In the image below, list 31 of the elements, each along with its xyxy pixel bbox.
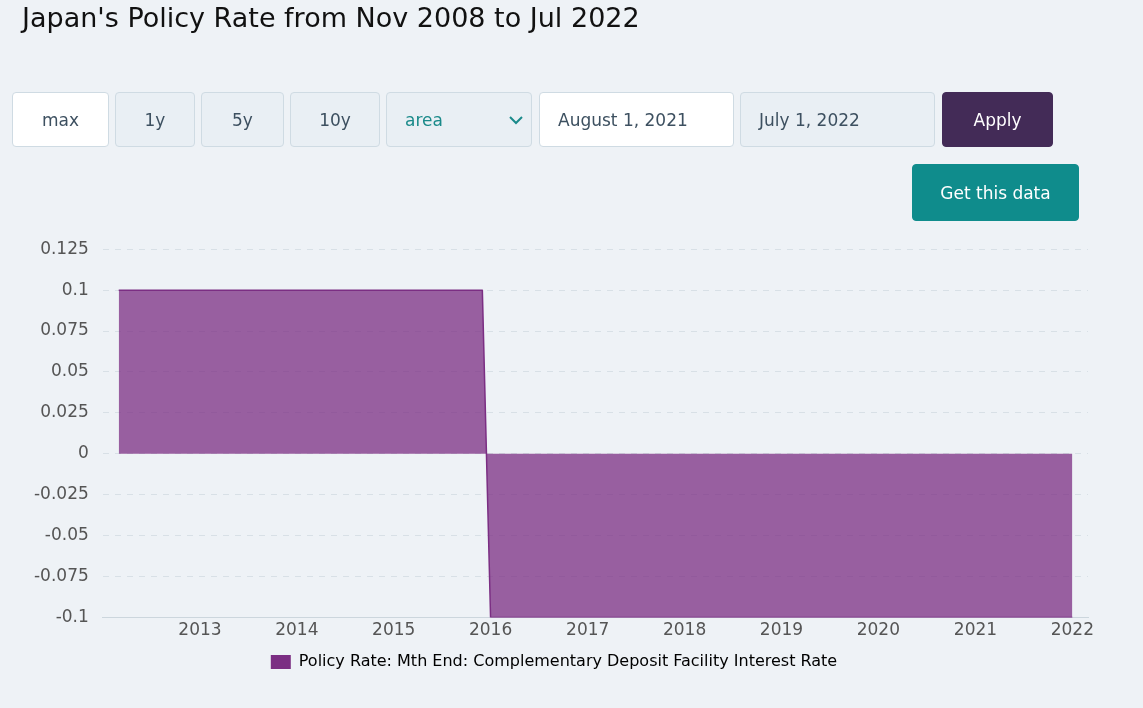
text: July 1, 2022 xyxy=(759,109,860,130)
x-tick-label: 2017 xyxy=(566,619,610,640)
text: August 1, 2021 xyxy=(558,109,688,130)
y-tick-label: 0 xyxy=(77,442,89,463)
x-tick-label: 2015 xyxy=(372,619,416,640)
y-tick-label: -0.05 xyxy=(44,524,89,545)
x-tick-label: 2018 xyxy=(662,619,707,640)
text: area xyxy=(405,109,443,130)
x-tick-label: 2019 xyxy=(759,619,804,640)
x-tick-label: 2013 xyxy=(178,619,222,640)
text: max xyxy=(41,109,80,130)
text: 1y xyxy=(144,109,166,130)
y-tick-label: -0.025 xyxy=(33,483,89,504)
y-tick-label: -0.075 xyxy=(33,565,89,586)
y-tick-label: -0.1 xyxy=(55,606,89,627)
text: 10y xyxy=(319,109,351,130)
x-tick-label: 2016 xyxy=(468,619,513,640)
y-tick-label: 0.025 xyxy=(40,401,89,422)
x-tick-label: 2014 xyxy=(275,619,319,640)
text: 5y xyxy=(232,109,253,130)
x-tick-label: 2022 xyxy=(1050,619,1094,640)
x-tick-label: 2020 xyxy=(856,619,900,640)
x-tick-label: 2021 xyxy=(953,619,998,640)
chart-title: Japan's Policy Rate from Nov 2008 to Jul 2022 xyxy=(22,2,640,33)
y-tick-label: 0.125 xyxy=(40,237,89,258)
y-tick-label: 0.075 xyxy=(40,319,89,340)
text: Apply xyxy=(973,109,1022,130)
y-tick-label: 0.05 xyxy=(50,360,89,381)
y-tick-label: 0.1 xyxy=(61,278,89,299)
legend-label: Policy Rate: Mth End: Complementary Deposit Facility Interest Rate xyxy=(298,651,838,671)
text: Get this data xyxy=(940,182,1051,203)
